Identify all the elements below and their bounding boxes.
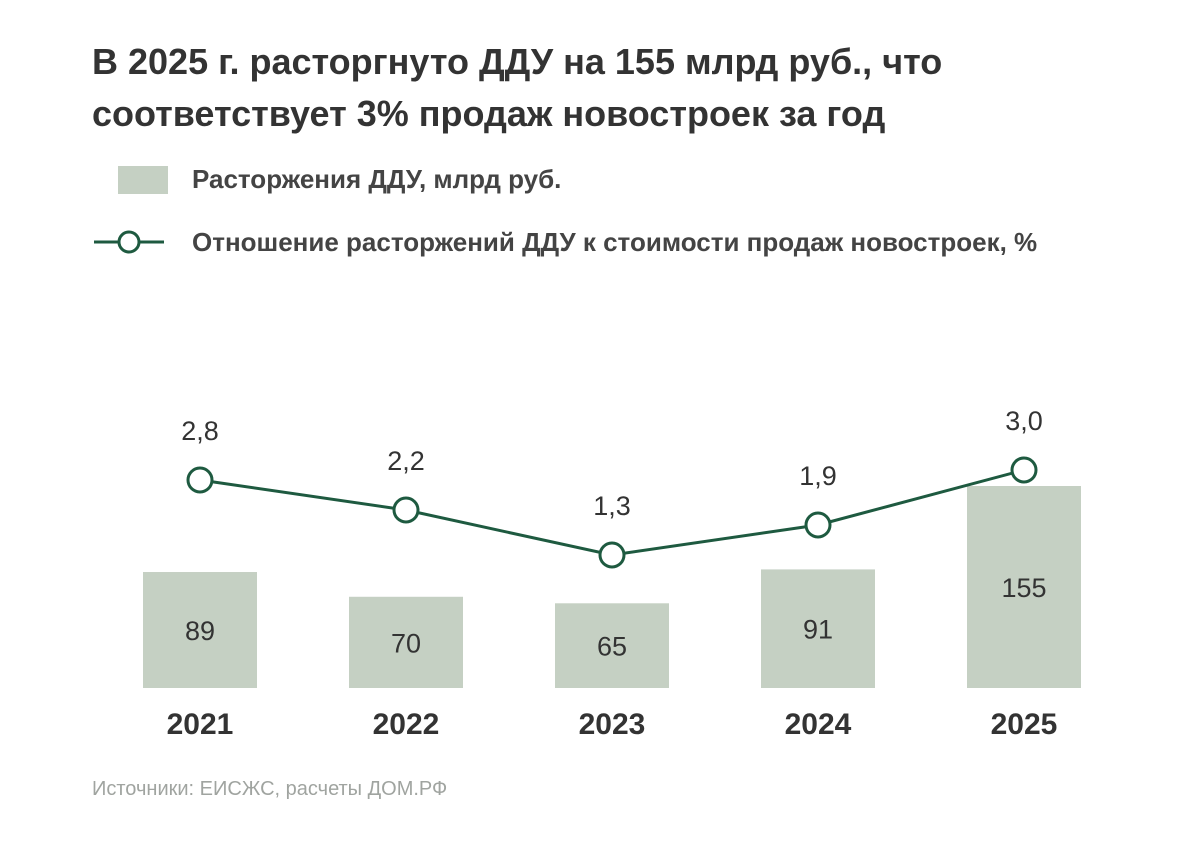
bar-value-label: 65 bbox=[597, 632, 627, 662]
line-value-label: 2,8 bbox=[181, 416, 219, 446]
legend-bar-entry: Расторжения ДДУ, млрд руб. bbox=[92, 160, 992, 200]
bar-value-label: 91 bbox=[803, 615, 833, 645]
source-note: Источники: ЕИСЖС, расчеты ДОМ.РФ bbox=[92, 778, 448, 800]
line-point-2024 bbox=[804, 511, 832, 539]
bar-2024 bbox=[761, 569, 875, 688]
line-point-2025 bbox=[1010, 456, 1038, 484]
bar-value-label: 89 bbox=[185, 616, 215, 646]
legend-bar-swatch bbox=[118, 166, 168, 194]
legend-line-marker-icon bbox=[94, 230, 164, 254]
bar-2021 bbox=[143, 572, 257, 688]
legend-bar-label: Расторжения ДДУ, млрд руб. bbox=[192, 164, 562, 194]
bar-value-label: 70 bbox=[391, 628, 421, 658]
line-value-label: 1,9 bbox=[799, 461, 837, 491]
x-tick-label: 2021 bbox=[167, 708, 234, 741]
x-tick-label: 2022 bbox=[373, 708, 440, 741]
legend-line-label: Отношение расторжений ДДУ к стоимости пр… bbox=[192, 227, 1038, 257]
bar-2022 bbox=[349, 596, 463, 688]
line-value-label: 2,2 bbox=[387, 446, 425, 476]
line-point-2021 bbox=[186, 466, 214, 494]
chart-title: В 2025 г. расторгнуто ДДУ на 155 млрд ру… bbox=[92, 41, 943, 134]
line-value-label: 1,3 bbox=[593, 491, 631, 521]
bar-2023 bbox=[555, 603, 669, 688]
x-tick-label: 2025 bbox=[991, 708, 1058, 741]
legend-line-entry: Отношение расторжений ДДУ к стоимости пр… bbox=[92, 222, 1092, 312]
line-value-label: 3,0 bbox=[1005, 406, 1043, 436]
bar-2025 bbox=[967, 486, 1081, 688]
x-tick-label: 2024 bbox=[785, 708, 852, 741]
chart-area: 89 2021 70 2022 65 2023 91 2024 155 2025 2,8 2,2 1,3… bbox=[143, 406, 1081, 741]
line-point-2022 bbox=[392, 496, 420, 524]
bar-value-label: 155 bbox=[1001, 573, 1046, 603]
x-tick-label: 2023 bbox=[579, 708, 646, 741]
line-point-2023 bbox=[598, 541, 626, 569]
